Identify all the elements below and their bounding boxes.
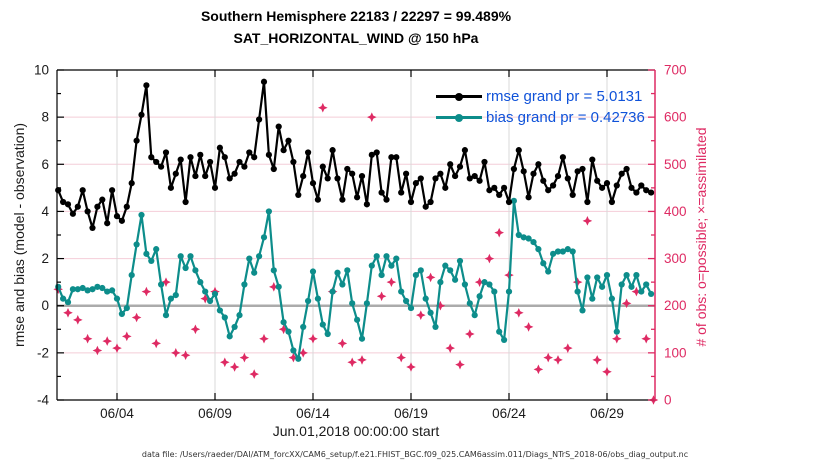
left-axis-label: rmse and bias (model - observation) (11, 122, 27, 348)
svg-text:06/14: 06/14 (296, 406, 330, 421)
x-axis-ticks: 06/04 06/09 06/14 06/19 06/24 06/29 (100, 70, 624, 421)
svg-text:06/09: 06/09 (198, 406, 232, 421)
legend-label-bias: bias grand pr = 0.42736 (486, 109, 645, 126)
svg-text:0: 0 (664, 393, 672, 408)
svg-text:4: 4 (41, 204, 49, 219)
rmse-line-sample-icon (436, 92, 482, 101)
bias-line-sample-icon (436, 113, 482, 122)
svg-text:-4: -4 (37, 393, 49, 408)
rmse-series (55, 78, 655, 232)
svg-text:06/24: 06/24 (492, 406, 526, 421)
svg-text:10: 10 (34, 63, 49, 78)
bias-series (55, 197, 655, 362)
svg-text:06/19: 06/19 (394, 406, 428, 421)
left-axis-ticks: -4 -2 0 2 4 6 8 10 (34, 63, 64, 408)
svg-text:06/04: 06/04 (100, 406, 134, 421)
svg-text:06/29: 06/29 (590, 406, 624, 421)
svg-text:200: 200 (664, 298, 687, 313)
legend: rmse grand pr = 5.0131 bias grand pr = 0… (436, 86, 645, 128)
legend-label-rmse: rmse grand pr = 5.0131 (486, 88, 643, 105)
legend-entry-rmse: rmse grand pr = 5.0131 (436, 86, 645, 107)
svg-text:600: 600 (664, 110, 687, 125)
x-axis-label: Jun.01,2018 00:00:00 start (272, 423, 440, 439)
svg-text:8: 8 (41, 110, 49, 125)
svg-text:400: 400 (664, 204, 687, 219)
svg-text:2: 2 (41, 251, 49, 266)
svg-text:100: 100 (664, 345, 687, 360)
svg-text:300: 300 (664, 251, 687, 266)
chart-title-line1: Southern Hemisphere 22183 / 22297 = 99.4… (200, 8, 512, 24)
right-axis-label: # of obs: o=possible; ×=assimilated (693, 127, 709, 347)
legend-entry-bias: bias grand pr = 0.42736 (436, 107, 645, 128)
svg-text:700: 700 (664, 63, 687, 78)
svg-text:500: 500 (664, 157, 687, 172)
right-axis-ticks: 0 100 200 300 400 500 600 700 (648, 63, 687, 408)
data-file-footnote: data file: /Users/raeder/DAI/ATM_forcXX/… (141, 450, 689, 459)
svg-text:0: 0 (41, 298, 49, 313)
svg-text:6: 6 (41, 157, 49, 172)
chart-title-line2: SAT_HORIZONTAL_WIND @ 150 hPa (233, 30, 479, 46)
svg-text:-2: -2 (37, 345, 49, 360)
